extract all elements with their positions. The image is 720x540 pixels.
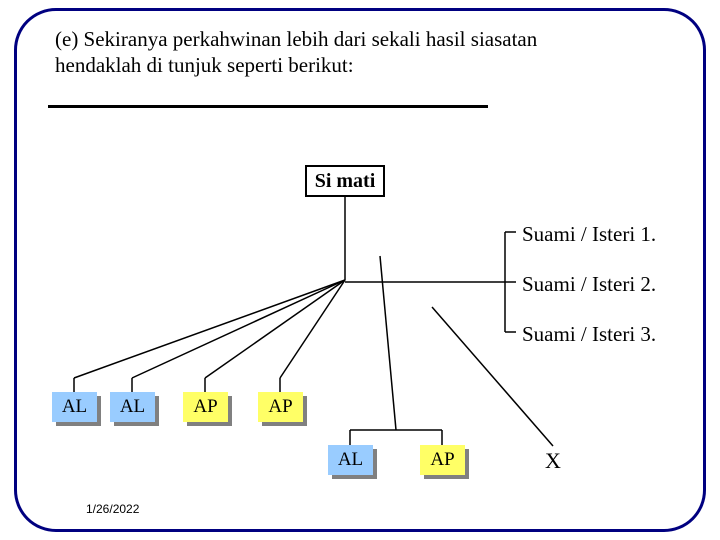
ap-box: AP	[183, 392, 228, 422]
row2-leaf-0: AL	[328, 445, 373, 475]
spouse-label-2: Suami / Isteri 2.	[522, 272, 656, 297]
al-box: AL	[110, 392, 155, 422]
ap-box: AP	[420, 445, 465, 475]
x-mark: X	[545, 448, 561, 474]
row1-leaf-0: AL	[52, 392, 97, 422]
root-label: Si mati	[315, 170, 376, 192]
spouse-label-1: Suami / Isteri 1.	[522, 222, 656, 247]
horizontal-rule	[48, 105, 488, 108]
row1-leaf-3: AP	[258, 392, 303, 422]
al-box: AL	[52, 392, 97, 422]
al-box: AL	[328, 445, 373, 475]
row2-leaf-1: AP	[420, 445, 465, 475]
root-node: Si mati	[305, 165, 385, 197]
heading-text: (e) Sekiranya perkahwinan lebih dari sek…	[55, 26, 615, 79]
ap-box: AP	[258, 392, 303, 422]
slide-date: 1/26/2022	[86, 502, 139, 516]
row1-leaf-2: AP	[183, 392, 228, 422]
spouse-label-3: Suami / Isteri 3.	[522, 322, 656, 347]
row1-leaf-1: AL	[110, 392, 155, 422]
